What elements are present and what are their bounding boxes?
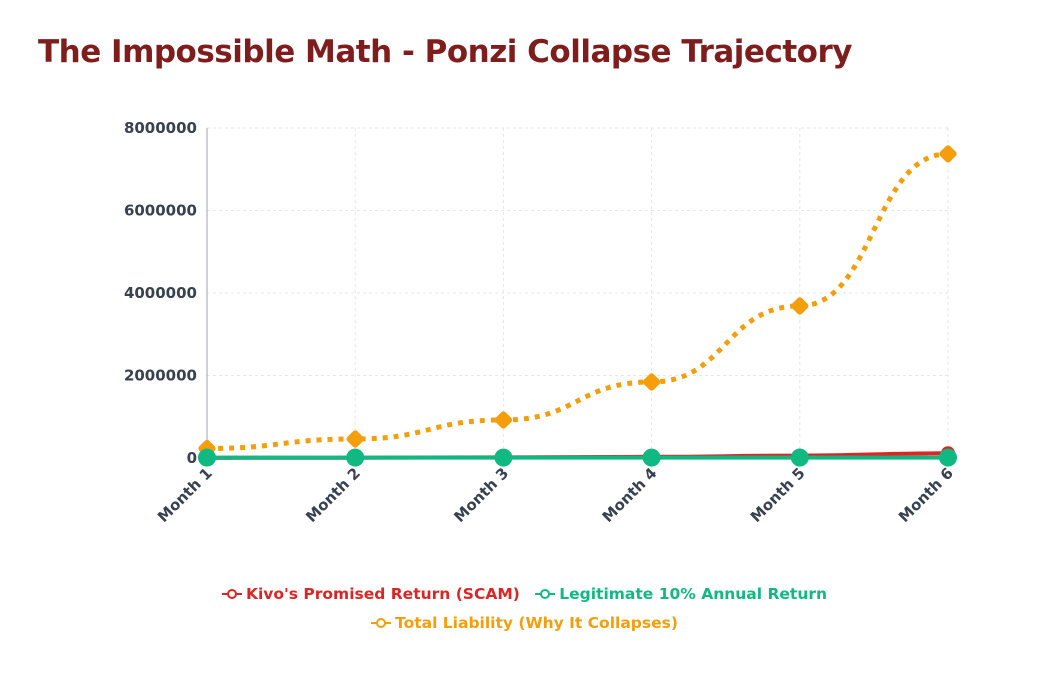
chart-title: The Impossible Math - Ponzi Collapse Tra… bbox=[38, 34, 852, 70]
y-tick-label: 6000000 bbox=[124, 202, 197, 220]
legend-item-liability[interactable]: Total Liability (Why It Collapses) bbox=[371, 614, 678, 632]
legend-label: Legitimate 10% Annual Return bbox=[559, 585, 828, 603]
data-point bbox=[791, 297, 809, 315]
data-point bbox=[494, 448, 513, 467]
legend-marker-icon bbox=[371, 618, 392, 628]
series-line-2 bbox=[206, 151, 949, 451]
y-tick-label: 0 bbox=[187, 449, 197, 467]
data-point bbox=[494, 411, 513, 429]
line-chart: 0 2000000 4000000 6000000 8000000 Month 1 Mont… bbox=[124, 119, 957, 526]
y-tick-label: 2000000 bbox=[124, 367, 197, 385]
y-tick-label: 8000000 bbox=[124, 119, 197, 137]
legend-item-scam[interactable]: Kivo's Promised Return (SCAM) bbox=[221, 585, 520, 603]
x-tick-label: Month 4 bbox=[599, 464, 661, 526]
legend-marker-icon bbox=[221, 589, 242, 599]
data-point bbox=[642, 373, 661, 391]
data-point bbox=[939, 145, 957, 163]
legend-row-2: Total Liability (Why It Collapses) bbox=[0, 614, 1049, 632]
x-tick-label: Month 6 bbox=[895, 464, 957, 526]
y-tick-label: 4000000 bbox=[124, 284, 197, 302]
data-point bbox=[790, 448, 809, 467]
legend-marker-icon bbox=[535, 589, 556, 599]
x-tick-label: Month 2 bbox=[302, 464, 364, 526]
data-point bbox=[939, 448, 957, 467]
data-point bbox=[346, 430, 364, 448]
x-tick-label: Month 3 bbox=[450, 464, 512, 526]
x-tick-label: Month 1 bbox=[154, 464, 216, 526]
legend-label: Total Liability (Why It Collapses) bbox=[395, 614, 678, 632]
data-point bbox=[346, 448, 365, 467]
legend-item-legitimate[interactable]: Legitimate 10% Annual Return bbox=[535, 585, 827, 603]
x-tick-label: Month 5 bbox=[747, 464, 809, 526]
legend: Kivo's Promised Return (SCAM) Legitimate… bbox=[0, 585, 1049, 603]
legend-label: Kivo's Promised Return (SCAM) bbox=[245, 585, 520, 603]
data-point bbox=[642, 448, 661, 467]
data-point bbox=[198, 448, 216, 467]
